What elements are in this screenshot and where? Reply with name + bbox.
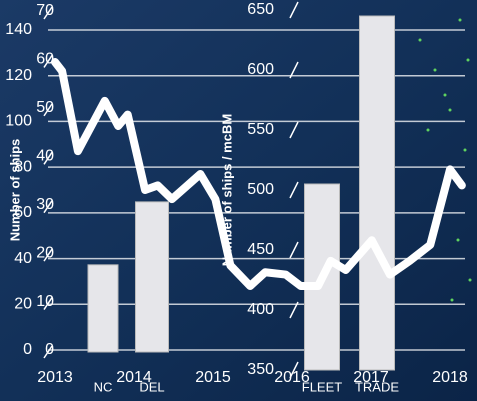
y2-tick bbox=[289, 1, 299, 19]
y3-tick-label: 60 bbox=[36, 51, 54, 68]
y2-tick bbox=[289, 181, 299, 199]
y-tick-label: 80 bbox=[14, 158, 32, 175]
x-tick-label: 2015 bbox=[195, 369, 231, 386]
y-axis-label: Number of ships bbox=[7, 139, 22, 242]
y3-tick-label: 20 bbox=[36, 244, 54, 261]
y-tick-label: 40 bbox=[14, 250, 32, 267]
y-tick-label: 60 bbox=[14, 204, 32, 221]
y3-tick-label: 0 bbox=[45, 341, 54, 358]
y-tick-label: 20 bbox=[14, 296, 32, 313]
y3-tick bbox=[43, 248, 53, 262]
y3-tick-label: 50 bbox=[36, 99, 54, 116]
y2-tick bbox=[289, 301, 299, 319]
x-tick-label: 2016 bbox=[274, 369, 310, 386]
y2-tick-label: 350 bbox=[247, 361, 274, 378]
x-tick-label: 2017 bbox=[353, 369, 389, 386]
y2-tick-label: 650 bbox=[247, 1, 274, 18]
x-tick-label: 2013 bbox=[37, 369, 73, 386]
y2-tick-label: 450 bbox=[247, 241, 274, 258]
y3-tick bbox=[43, 200, 53, 214]
bar-label: TRADE bbox=[355, 379, 399, 394]
bar-label: FLEET bbox=[302, 379, 343, 394]
y-tick-label: 120 bbox=[5, 67, 32, 84]
line bbox=[51, 58, 466, 290]
y3-tick bbox=[43, 297, 53, 310]
x-tick-label: 2018 bbox=[432, 369, 468, 386]
y-tick-label: 100 bbox=[5, 113, 32, 130]
bar-label: NC bbox=[94, 379, 113, 394]
y3-tick bbox=[43, 103, 53, 117]
y2-tick-label: 600 bbox=[247, 61, 274, 78]
y3-tick bbox=[43, 55, 53, 68]
stars bbox=[418, 18, 472, 302]
y2-tick-label: 550 bbox=[247, 121, 274, 138]
bar bbox=[359, 15, 395, 371]
y2-tick-label: 500 bbox=[247, 181, 274, 198]
y2-tick-label: 400 bbox=[247, 301, 274, 318]
y-tick-label: 140 bbox=[5, 21, 32, 38]
y3-tick bbox=[43, 151, 53, 165]
y3-tick-label: 30 bbox=[36, 196, 54, 213]
x-tick-label: 2014 bbox=[116, 369, 152, 386]
y2-tick bbox=[289, 241, 299, 259]
y3-tick bbox=[43, 6, 53, 20]
y3-tick-label: 40 bbox=[36, 148, 54, 165]
y3-tick-label: 70 bbox=[36, 2, 54, 19]
y3-tick-label: 10 bbox=[36, 293, 54, 310]
y3-tick bbox=[43, 345, 53, 359]
y2-tick bbox=[289, 361, 299, 379]
bar bbox=[135, 201, 169, 353]
y2-tick bbox=[289, 121, 299, 139]
bar-label: DEL bbox=[139, 379, 164, 394]
bar bbox=[87, 264, 119, 353]
y-tick-label: 0 bbox=[23, 341, 32, 358]
y2-tick bbox=[289, 61, 299, 79]
